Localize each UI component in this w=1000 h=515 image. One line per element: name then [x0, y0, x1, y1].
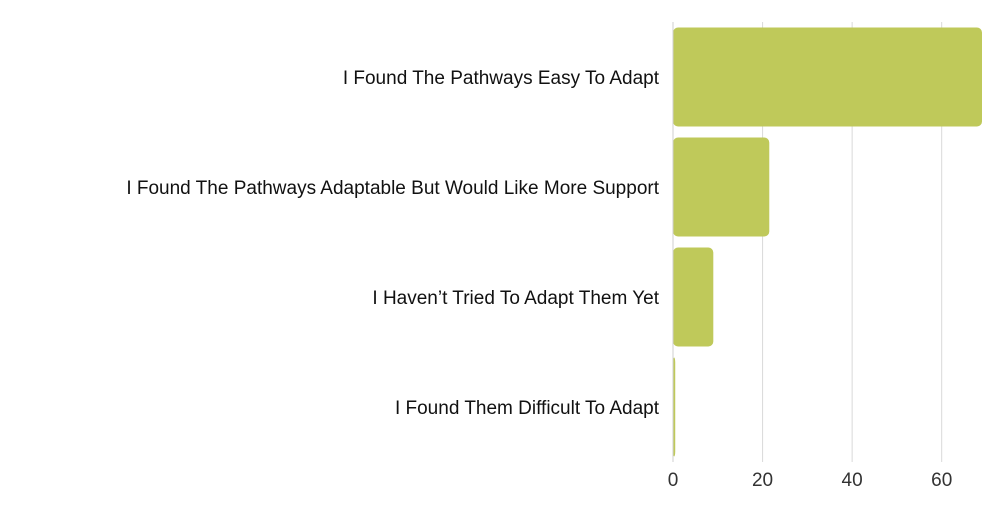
bar [673, 27, 982, 127]
category-label: I Found The Pathways Adaptable But Would… [126, 178, 659, 199]
x-tick-label: 20 [752, 470, 773, 491]
x-tick-labels: 0 20 40 60 [668, 470, 953, 491]
category-label: I Found The Pathways Easy To Adapt [343, 68, 660, 89]
bar [673, 137, 770, 237]
bars [673, 27, 982, 457]
bar [673, 247, 714, 347]
category-labels: I Found The Pathways Easy To Adapt I Foun… [126, 68, 659, 419]
category-label: I Found Them Difficult To Adapt [395, 398, 660, 419]
category-label: I Haven’t Tried To Adapt Them Yet [372, 288, 659, 309]
bar [673, 357, 676, 457]
x-tick-label: 40 [842, 470, 863, 491]
x-tick-label: 0 [668, 470, 679, 491]
x-tick-label: 60 [931, 470, 952, 491]
